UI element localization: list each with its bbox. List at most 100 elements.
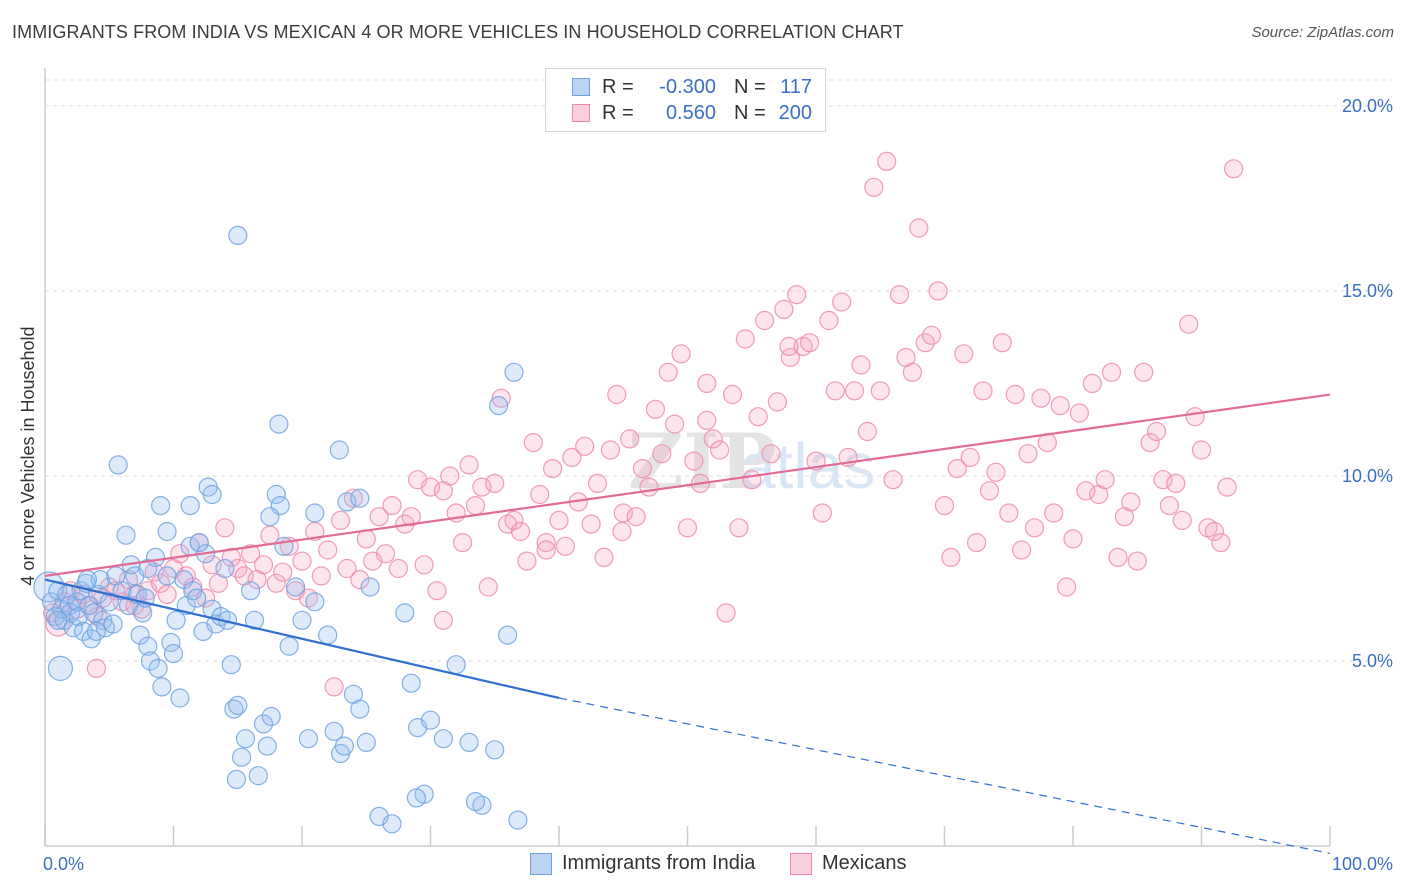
india-point	[459, 732, 479, 753]
mexicans-point	[825, 381, 845, 401]
mexicans-point	[536, 540, 556, 560]
mexicans-point	[1076, 481, 1096, 501]
india-point	[318, 625, 338, 645]
india-point	[508, 810, 528, 830]
y-axis-title: 4 or more Vehicles in Household	[18, 326, 38, 585]
india-point	[241, 581, 261, 601]
mexicans-point	[612, 521, 632, 542]
mexicans-point	[575, 436, 595, 456]
mexicans-point	[999, 503, 1019, 523]
india-point	[485, 740, 505, 760]
mexicans-point	[453, 532, 473, 553]
mexicans-point	[465, 496, 486, 516]
bottom-legend-swatch-india	[530, 852, 552, 875]
india-point	[446, 655, 466, 675]
mexicans-point	[761, 444, 781, 464]
x-tick-label-max: 100.0%	[1332, 854, 1393, 874]
india-point	[248, 766, 268, 786]
mexicans-point	[954, 344, 974, 364]
india-point	[356, 732, 376, 753]
mexicans-point	[851, 355, 871, 375]
mexicans-point	[324, 677, 344, 697]
mexicans-point	[1217, 477, 1237, 497]
mexicans-point	[902, 362, 923, 382]
x-tick-label-min: 0.0%	[43, 854, 84, 874]
mexicans-point	[748, 407, 768, 427]
mexicans-point	[1172, 510, 1192, 531]
india-point	[228, 225, 248, 245]
india-point	[166, 610, 186, 630]
mexicans-point	[1127, 551, 1147, 571]
mexicans-point	[157, 584, 177, 605]
india-point	[253, 714, 274, 734]
india-point	[215, 558, 235, 579]
bottom-legend-swatch-mexicans	[790, 852, 812, 875]
india-point	[382, 814, 402, 834]
mexicans-point	[600, 440, 621, 460]
tick-labels: 5.0% 10.0% 15.0% 20.0% 0.0% 100.0%	[43, 96, 1393, 874]
india-point	[257, 736, 277, 756]
y-tick-label: 5.0%	[1352, 651, 1393, 671]
bottom-legend-mexicans[interactable]: Mexicans	[790, 852, 906, 875]
india-series	[33, 225, 528, 834]
mexicans-point	[947, 459, 967, 479]
india-point	[138, 636, 158, 656]
mexicans-point	[664, 414, 685, 434]
mexicans-point	[729, 518, 749, 538]
mexicans-point	[151, 573, 171, 593]
mexicans-point	[382, 496, 402, 516]
mexicans-point	[510, 521, 531, 542]
mexicans-point	[1211, 532, 1231, 553]
india-point	[148, 658, 168, 679]
india-point	[93, 610, 113, 630]
mexicans-point	[716, 603, 736, 623]
mexicans-point	[1069, 403, 1090, 423]
india-point	[305, 592, 325, 612]
legend-n-value: 200	[778, 101, 812, 124]
mexicans-point	[986, 462, 1006, 482]
mexicans-point	[549, 510, 569, 531]
mexicans-point	[594, 547, 614, 568]
india-point	[163, 643, 184, 664]
legend-row-india: R = -0.300 N = 117	[572, 74, 812, 100]
india-point	[433, 729, 453, 749]
mexicans-point	[292, 551, 312, 571]
india-point	[130, 625, 150, 645]
mexicans-point	[1101, 362, 1122, 382]
mexicans-point	[1223, 159, 1244, 179]
legend-n-label: N =	[734, 101, 766, 124]
mexicans-point	[1005, 384, 1025, 405]
india-point	[472, 795, 492, 815]
india-point	[350, 488, 370, 508]
chart-title: IMMIGRANTS FROM INDIA VS MEXICAN 4 OR MO…	[12, 22, 904, 42]
mexicans-point	[253, 555, 274, 575]
mexicans-point	[1050, 396, 1070, 416]
india-point	[151, 496, 171, 516]
india-point	[202, 484, 222, 505]
india-point	[260, 507, 280, 527]
mexicans-point	[517, 551, 537, 571]
mexicans-point	[375, 544, 396, 564]
mexicans-point	[684, 451, 704, 471]
mexicans-point	[86, 658, 107, 679]
mexicans-point	[812, 503, 833, 523]
mexicans-point	[645, 399, 666, 419]
mexicans-point	[215, 518, 235, 538]
india-point	[489, 396, 509, 416]
mexicans-point	[626, 507, 646, 527]
india-point	[337, 492, 357, 512]
mexicans-point	[870, 381, 890, 401]
mexicans-point	[1056, 577, 1077, 597]
mexicans-point	[1191, 440, 1212, 460]
mexicans-point	[1166, 473, 1186, 493]
mexicans-point	[350, 569, 370, 590]
mexicans-point	[478, 577, 498, 597]
legend-r-label: R =	[602, 75, 634, 98]
mexicans-point	[779, 336, 799, 356]
india-point	[108, 455, 128, 475]
mexicans-point	[1095, 470, 1115, 490]
mexicans-series	[43, 151, 1244, 697]
mexicans-point	[1024, 518, 1045, 538]
india-point	[235, 729, 256, 749]
bottom-legend-india[interactable]: Immigrants from India	[530, 852, 755, 875]
